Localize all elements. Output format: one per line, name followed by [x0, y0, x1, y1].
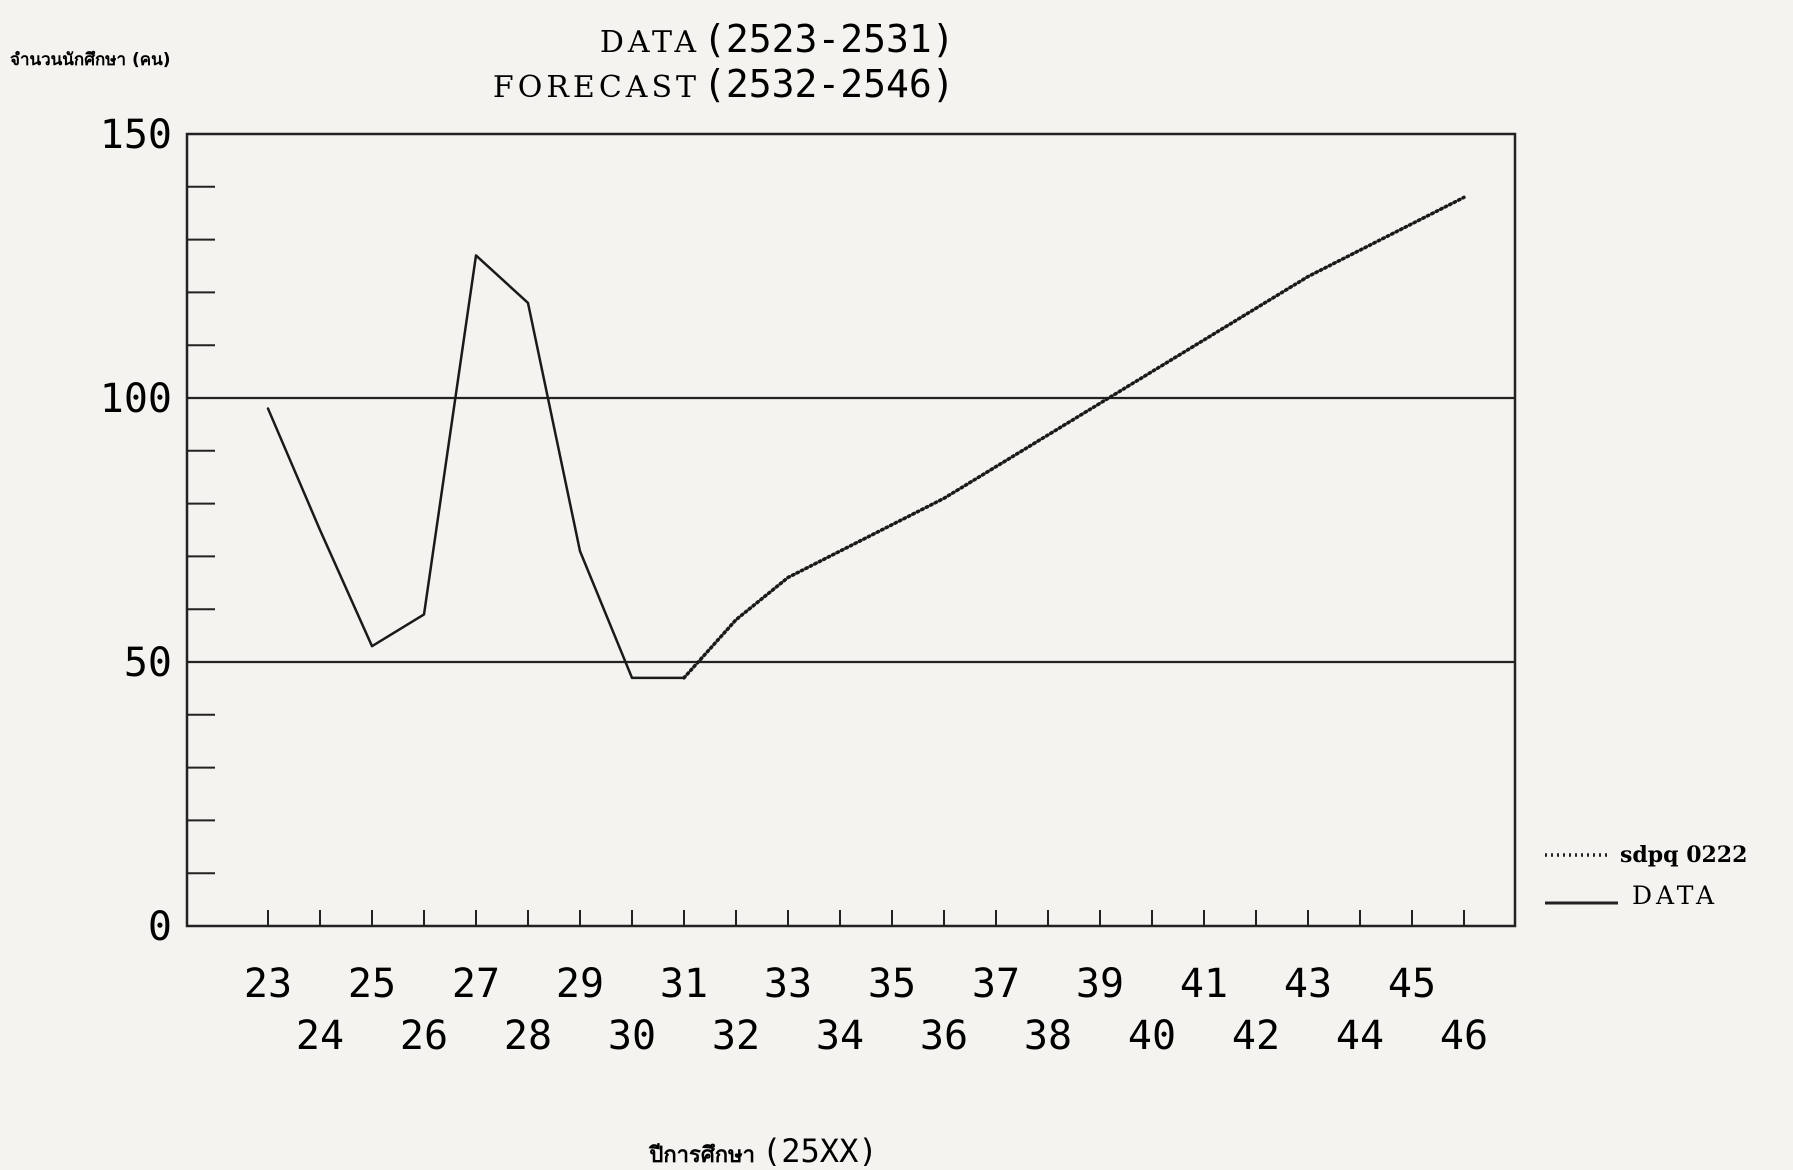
y-tick-label: 50 [124, 640, 172, 686]
x-tick-label: 41 [1180, 961, 1228, 1007]
y-tick-label: 100 [100, 376, 172, 422]
x-tick-label: 35 [868, 961, 916, 1007]
plot-frame [185, 132, 1517, 928]
x-tick-label: 36 [920, 1013, 968, 1059]
x-tick-label: 44 [1336, 1013, 1384, 1059]
x-tick-label: 23 [244, 961, 292, 1007]
x-tick-label: 45 [1388, 961, 1436, 1007]
x-axis-ticks [267, 910, 1465, 926]
x-tick-label: 33 [764, 961, 812, 1007]
chart-title-forecast: FORECAST [493, 70, 700, 105]
x-tick-label: 37 [972, 961, 1020, 1007]
x-tick-label: 40 [1128, 1013, 1176, 1059]
chart-title-data-range: (2523-2531) [703, 17, 955, 61]
y-tick-label: 0 [148, 904, 172, 950]
x-tick-label: 31 [660, 961, 708, 1007]
x-tick-label: 46 [1440, 1013, 1488, 1059]
legend: sdpq 0222 DATA [1545, 842, 1747, 910]
x-axis-tick-labels: 23 25 27 29 31 33 35 37 39 41 43 45 24 26 28 30 32 34 36 38… [244, 961, 1488, 1059]
x-tick-label: 25 [348, 961, 396, 1007]
x-tick-label: 29 [556, 961, 604, 1007]
legend-label-forecast: sdpq 0222 [1620, 842, 1747, 868]
x-tick-label: 26 [400, 1013, 448, 1059]
chart-title-forecast-range: (2532-2546) [703, 62, 955, 106]
series-line-data [266, 254, 686, 680]
x-tick-label: 42 [1232, 1013, 1280, 1059]
x-tick-label: 27 [452, 961, 500, 1007]
reference-lines [187, 396, 1515, 664]
x-tick-label: 39 [1076, 961, 1124, 1007]
y-axis-label: จำนวนนักศึกษา (คน) [10, 50, 171, 70]
x-axis-label-thai: ปีการศึกษา [648, 1143, 755, 1168]
x-tick-label: 28 [504, 1013, 552, 1059]
x-tick-label: 38 [1024, 1013, 1072, 1059]
y-tick-label: 150 [100, 112, 172, 158]
x-axis-label-unit: (25XX) [762, 1132, 878, 1170]
chart-title-data: DATA [600, 25, 700, 60]
x-tick-label: 34 [816, 1013, 864, 1059]
x-tick-label: 32 [712, 1013, 760, 1059]
y-axis-ticks [187, 185, 215, 875]
x-tick-label: 43 [1284, 961, 1332, 1007]
x-tick-label: 24 [296, 1013, 344, 1059]
legend-label-data: DATA [1632, 881, 1718, 910]
series-line-forecast [682, 195, 1466, 680]
x-tick-label: 30 [608, 1013, 656, 1059]
y-axis-tick-labels: 0 50 100 150 [100, 112, 172, 950]
series-lines [266, 195, 1466, 680]
